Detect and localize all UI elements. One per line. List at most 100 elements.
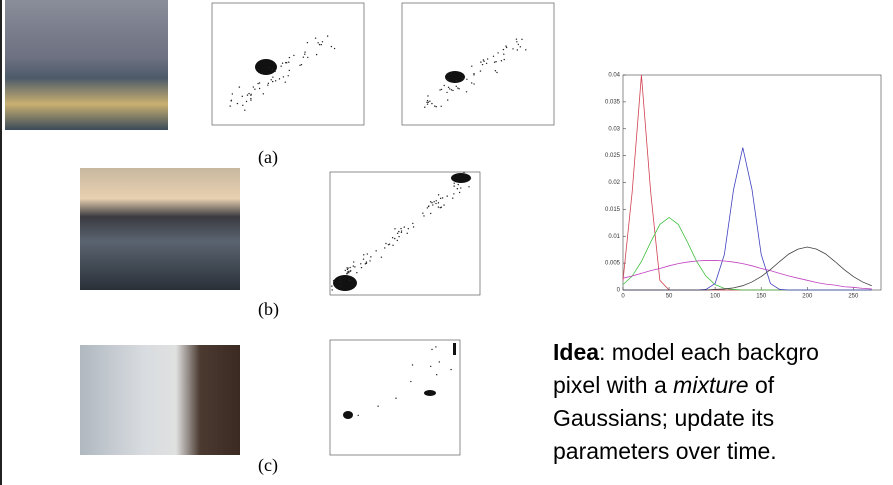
- scatter-dot: [434, 105, 436, 107]
- scatter-dot: [304, 51, 306, 53]
- scatter-dot: [299, 64, 301, 66]
- scatter-dot: [391, 237, 394, 239]
- x-tick-label: 50: [666, 294, 673, 300]
- scatter-dot: [426, 101, 428, 104]
- scatter-dot: [352, 265, 355, 267]
- scatter-dot: [349, 270, 352, 272]
- scatter-dot: [304, 53, 306, 55]
- border: [0, 0, 2, 485]
- scatter-frame: [401, 2, 555, 126]
- scatter-dot: [400, 231, 403, 234]
- scatter-dot: [440, 206, 443, 208]
- y-tick-label: 0.04: [608, 73, 620, 79]
- scatter-dot: [471, 82, 473, 84]
- y-tick-label: 0.015: [605, 207, 621, 213]
- scatter-dot: [302, 56, 305, 58]
- scatter-dot: [457, 183, 459, 186]
- scatter-dot: [257, 82, 259, 85]
- scatter-dot: [348, 279, 351, 282]
- scatter-dot: [246, 94, 249, 96]
- scatter-dot: [455, 85, 457, 88]
- scatter-dot: [443, 84, 445, 87]
- scatter-dot: [394, 228, 396, 230]
- scatter-dot: [517, 43, 520, 46]
- scatter-dot: [281, 62, 284, 64]
- scatter-dot: [362, 258, 365, 260]
- scatter-dot: [236, 102, 239, 105]
- photo-parking: [5, 0, 168, 130]
- text-span: Idea: [553, 339, 600, 365]
- scatter-dot: [435, 105, 437, 108]
- scatter-dot: [346, 268, 349, 271]
- scatter-dot: [388, 243, 391, 245]
- scatter-dot: [321, 41, 324, 43]
- scatter-dot: [271, 69, 273, 72]
- scatter-dot: [446, 195, 448, 197]
- x-tick-label: 100: [710, 294, 721, 300]
- scatter-dot: [426, 207, 429, 209]
- scatter-dot: [463, 171, 465, 174]
- scatter-dot: [424, 106, 426, 108]
- scatter-dot: [457, 87, 459, 89]
- scatter-dot: [412, 222, 414, 225]
- scatter-dot: [456, 180, 458, 182]
- scatter-dot: [300, 64, 303, 66]
- scatter-dot: [306, 41, 309, 44]
- scatter-dot: [437, 202, 440, 204]
- scatter-dot: [432, 204, 434, 206]
- text-span: mixture: [673, 372, 749, 398]
- y-tick-label: 0.03: [608, 126, 620, 132]
- scatter-dot: [278, 78, 281, 80]
- scatter-dot: [377, 405, 379, 407]
- scatter-dot: [440, 88, 443, 91]
- scatter-dot: [400, 230, 403, 232]
- scatter-dot: [250, 97, 252, 100]
- scatter-dot: [274, 70, 276, 73]
- scatter-dot: [516, 49, 519, 51]
- scatter-dot: [250, 94, 252, 96]
- scatter-dot: [446, 91, 448, 94]
- scatter-dot: [307, 56, 309, 59]
- scatter-dot: [258, 82, 261, 84]
- scatter-dot: [439, 206, 442, 209]
- scatter-dot: [429, 201, 432, 203]
- scatter-dot: [288, 61, 290, 63]
- scatter-dot: [450, 89, 453, 91]
- scatter-dot: [320, 43, 323, 46]
- curve: [622, 74, 872, 291]
- scatter-dot: [268, 66, 270, 69]
- scatter-dot: [392, 244, 394, 246]
- scatter-dot: [331, 289, 333, 291]
- scatter-dot: [450, 368, 452, 371]
- scatter-dot: [439, 89, 441, 91]
- scatter-dot: [435, 346, 437, 348]
- scatter-dot: [288, 69, 291, 72]
- scatter-dot: [473, 72, 475, 75]
- scatter-dot: [440, 105, 442, 108]
- scatter-dot: [356, 272, 358, 274]
- scatter-dot: [435, 202, 437, 205]
- scatter-dot: [422, 212, 424, 214]
- scatter-dot: [516, 41, 518, 43]
- scatter-dot: [468, 186, 470, 188]
- scatter-dot: [449, 88, 451, 90]
- scatter-dot: [348, 272, 350, 274]
- scatter-dot: [348, 270, 350, 273]
- scatter-frame: [211, 2, 365, 126]
- y-tick-label: 0.035: [605, 99, 621, 105]
- gaussian-chart: 0 0.005 0.01 0.015 0.02 0.025 0.03 0.035 0.04 0 50…: [605, 73, 882, 300]
- scatter-dot: [318, 43, 321, 46]
- scatter-dot: [250, 99, 252, 101]
- scatter-dot: [446, 99, 449, 101]
- scatter-dot: [525, 49, 527, 51]
- scatter-dot: [369, 260, 371, 262]
- scatter-dot: [437, 194, 440, 196]
- scatter-dot: [473, 74, 475, 76]
- scatter-dot: [429, 100, 431, 102]
- scatter-dot: [453, 193, 455, 195]
- scatter-dot: [396, 232, 399, 235]
- scatter-dot: [380, 256, 383, 258]
- cluster: [453, 343, 456, 355]
- scatter-dot: [288, 56, 291, 59]
